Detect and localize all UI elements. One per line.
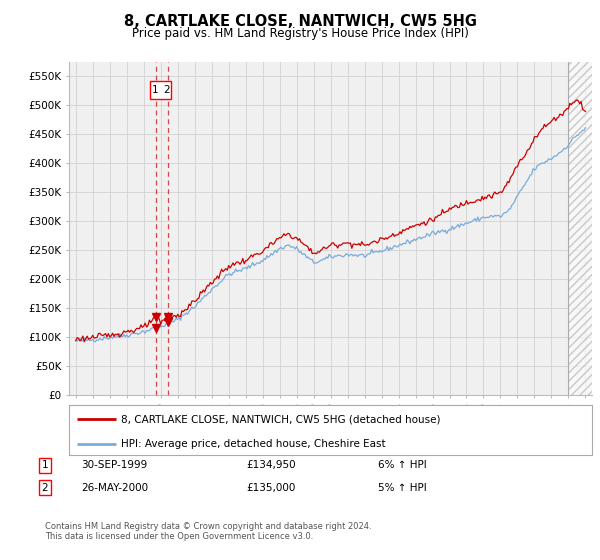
Text: 2: 2 <box>41 483 49 493</box>
Text: 1: 1 <box>151 85 158 95</box>
Bar <box>568 62 592 395</box>
Text: Contains HM Land Registry data © Crown copyright and database right 2024.
This d: Contains HM Land Registry data © Crown c… <box>45 522 371 542</box>
Text: £134,950: £134,950 <box>246 460 296 470</box>
Text: 2: 2 <box>163 85 170 95</box>
Text: 8, CARTLAKE CLOSE, NANTWICH, CW5 5HG (detached house): 8, CARTLAKE CLOSE, NANTWICH, CW5 5HG (de… <box>121 414 441 424</box>
Text: 8, CARTLAKE CLOSE, NANTWICH, CW5 5HG: 8, CARTLAKE CLOSE, NANTWICH, CW5 5HG <box>124 14 476 29</box>
Text: HPI: Average price, detached house, Cheshire East: HPI: Average price, detached house, Ches… <box>121 439 386 449</box>
FancyBboxPatch shape <box>150 81 171 99</box>
Text: £135,000: £135,000 <box>246 483 295 493</box>
Text: 30-SEP-1999: 30-SEP-1999 <box>81 460 147 470</box>
Text: 5% ↑ HPI: 5% ↑ HPI <box>378 483 427 493</box>
Text: 26-MAY-2000: 26-MAY-2000 <box>81 483 148 493</box>
Text: 1: 1 <box>41 460 49 470</box>
Text: Price paid vs. HM Land Registry's House Price Index (HPI): Price paid vs. HM Land Registry's House … <box>131 27 469 40</box>
Text: 6% ↑ HPI: 6% ↑ HPI <box>378 460 427 470</box>
